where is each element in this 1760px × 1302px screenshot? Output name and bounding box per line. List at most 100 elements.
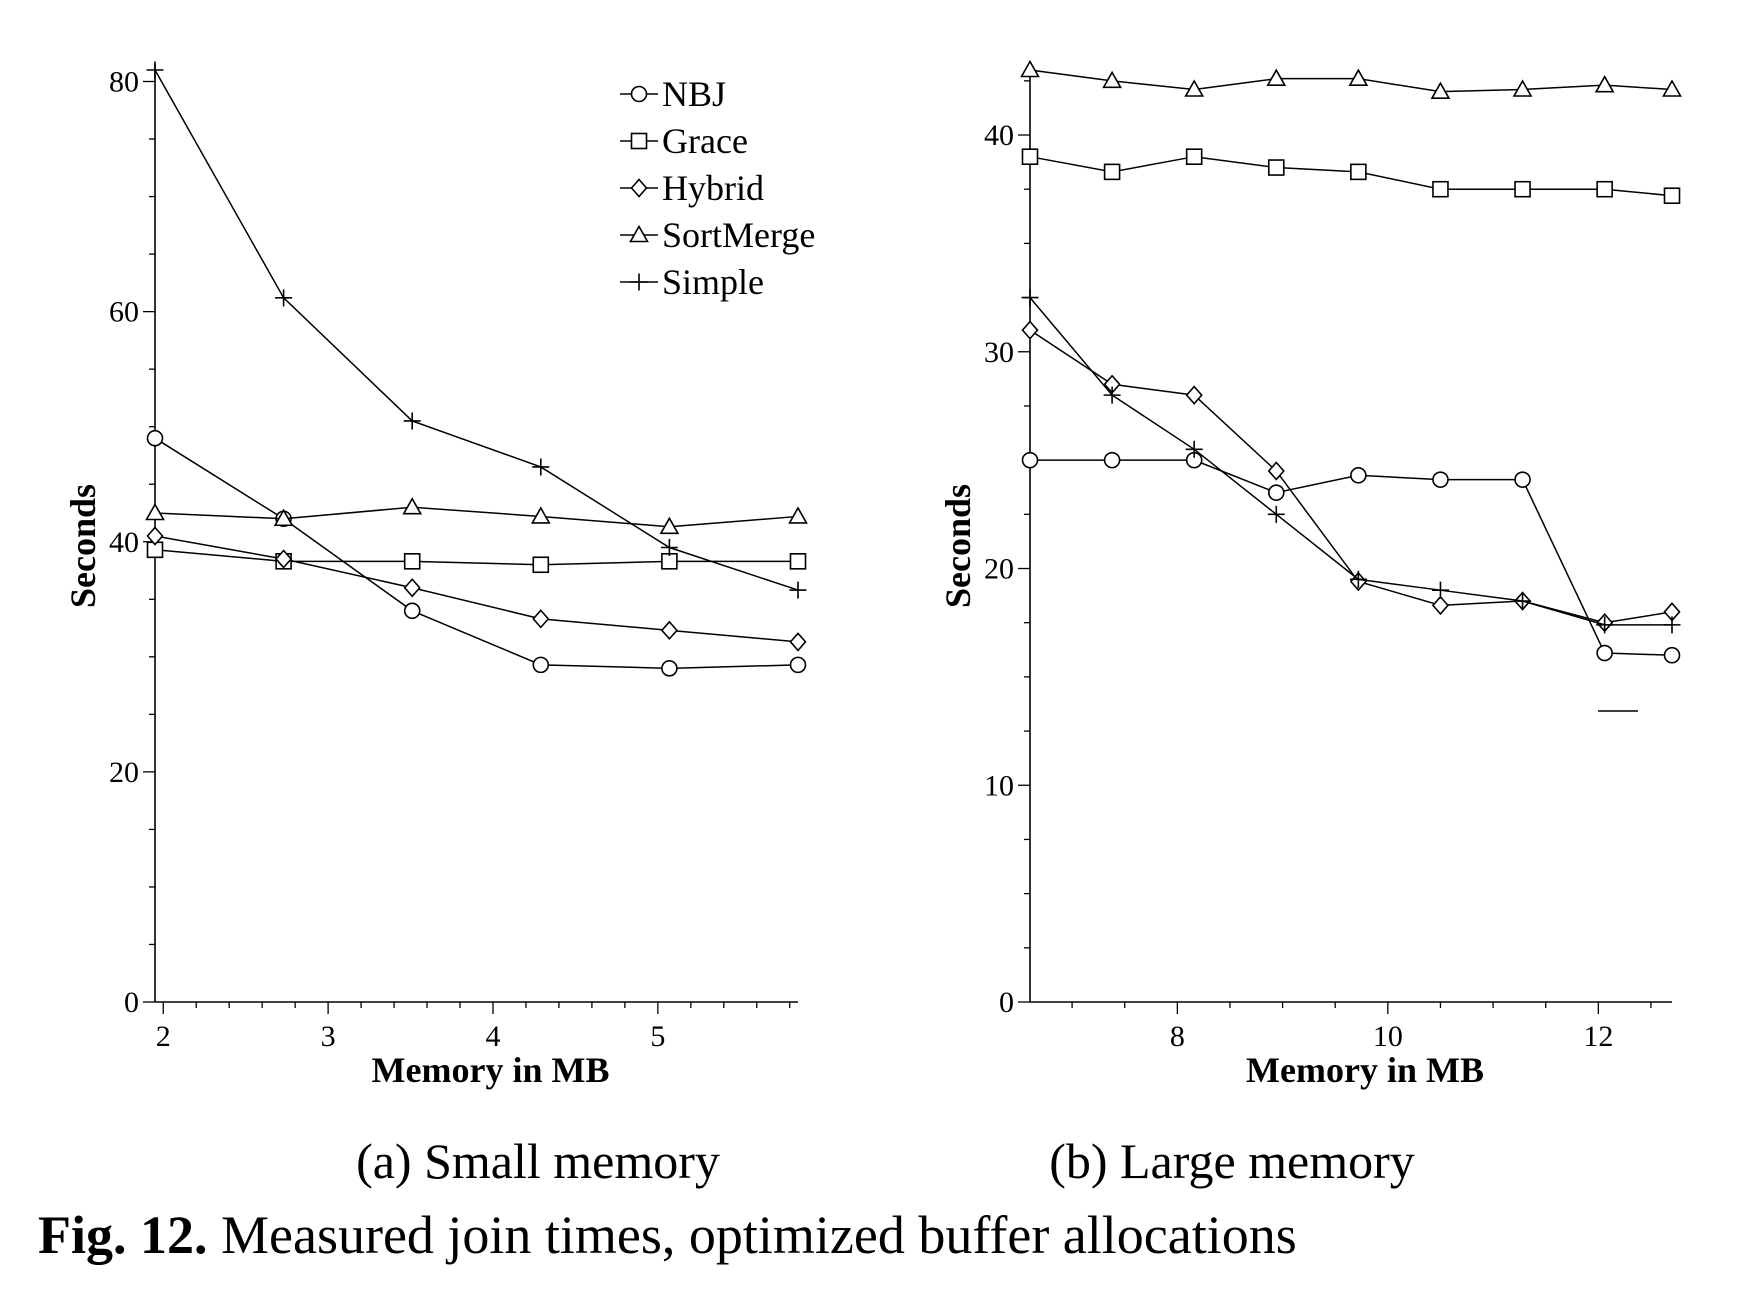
series-line (1029, 69, 1673, 93)
series-nbj (146, 429, 807, 677)
data-point (146, 429, 164, 447)
series-hybrid (146, 526, 807, 652)
data-point (1021, 451, 1039, 469)
data-point (1663, 187, 1681, 205)
chart-panel-2: 0 10 20 30 40 8 10 12 Memory in MB Seconds (b) Lar… (938, 59, 1682, 1189)
data-point (1021, 320, 1039, 340)
data-point (403, 553, 421, 570)
data-point (1432, 180, 1449, 198)
panel-caption: (b) Large memory (1049, 1133, 1415, 1189)
series-line (154, 437, 799, 670)
data-point (1663, 616, 1681, 634)
data-point (1266, 68, 1287, 86)
x-tick-label: 3 (321, 1020, 336, 1053)
legend-marker (630, 178, 648, 198)
legend-label: Grace (662, 121, 748, 161)
legend-label: SortMerge (662, 215, 815, 255)
x-tick-label: 10 (1373, 1020, 1403, 1053)
data-point (403, 578, 421, 598)
data-point (1662, 79, 1682, 97)
data-point (403, 602, 421, 620)
legend-marker (630, 273, 648, 291)
series-grace (1021, 148, 1681, 205)
data-point (1021, 148, 1039, 165)
data-point (532, 458, 550, 476)
series-nbj (1021, 451, 1681, 664)
legend-item: SortMerge (620, 215, 815, 255)
data-point (1021, 289, 1039, 307)
data-point (660, 620, 678, 641)
data-point (1431, 581, 1449, 599)
data-point (1267, 461, 1285, 481)
legend-item: Simple (620, 262, 764, 302)
data-point (1185, 440, 1203, 458)
data-point (1267, 505, 1285, 523)
panel-caption: (a) Small memory (356, 1133, 720, 1189)
y-tick-label: 30 (984, 336, 1014, 369)
data-point (659, 516, 680, 535)
data-point (1596, 616, 1614, 634)
legend-label: Simple (662, 262, 764, 302)
data-point (1185, 385, 1203, 405)
y-tick-label: 10 (984, 769, 1014, 802)
chart-panel-1: 0 20 40 60 80 2 3 4 5 Memory in MB Seconds NBJ Grace… (63, 61, 815, 1189)
data-point (789, 632, 807, 652)
data-point (273, 508, 294, 527)
series-line (1030, 459, 1673, 656)
legend-marker (630, 85, 648, 103)
legend-marker (629, 224, 649, 243)
data-point (1512, 79, 1533, 97)
figure-number: Fig. 12. (38, 1205, 208, 1265)
series-grace (146, 541, 807, 574)
data-point (145, 502, 165, 521)
data-point (1267, 159, 1285, 176)
y-tick-label: 0 (124, 986, 139, 1019)
legend: NBJ Grace Hybrid SortMerge Simple (620, 74, 815, 302)
x-axis-label: Memory in MB (1246, 1050, 1484, 1090)
y-tick-label: 40 (984, 119, 1014, 152)
data-point (1103, 451, 1121, 469)
data-point (146, 61, 164, 79)
data-point (789, 553, 807, 570)
data-point (403, 412, 421, 430)
series-simple (1021, 289, 1681, 634)
data-point (532, 609, 550, 629)
legend-item: Hybrid (620, 168, 764, 208)
legend-item: Grace (620, 121, 748, 161)
data-point (660, 539, 678, 557)
data-point (789, 581, 807, 599)
y-tick-label: 80 (109, 66, 139, 99)
legend-item: NBJ (620, 74, 726, 114)
data-point (1596, 180, 1613, 198)
series-sortmerge (1020, 59, 1682, 99)
data-point (1514, 180, 1531, 198)
data-point (1267, 484, 1285, 501)
data-point (1020, 59, 1040, 78)
y-tick-label: 0 (999, 986, 1014, 1019)
data-point (275, 289, 293, 307)
y-tick-label: 20 (109, 756, 139, 789)
data-point (1514, 471, 1531, 488)
x-tick-label: 8 (1170, 1020, 1185, 1053)
data-point (1348, 68, 1369, 86)
series-sortmerge (145, 497, 808, 535)
series-line (154, 549, 798, 566)
data-point (532, 556, 550, 574)
data-point (1350, 163, 1367, 181)
series-line (154, 69, 799, 591)
series-simple (146, 61, 807, 599)
y-tick-label: 20 (984, 553, 1014, 586)
x-axis-label: Memory in MB (372, 1050, 610, 1090)
data-point (1430, 81, 1451, 99)
series-line (154, 535, 799, 643)
data-point (1185, 148, 1203, 165)
data-point (661, 553, 678, 570)
data-point (1432, 471, 1449, 488)
data-point (1350, 467, 1367, 484)
legend-marker (630, 132, 648, 150)
data-point (1103, 163, 1121, 181)
data-point (1514, 592, 1532, 610)
y-axis-label: Seconds (63, 484, 103, 608)
data-point (1431, 595, 1450, 616)
